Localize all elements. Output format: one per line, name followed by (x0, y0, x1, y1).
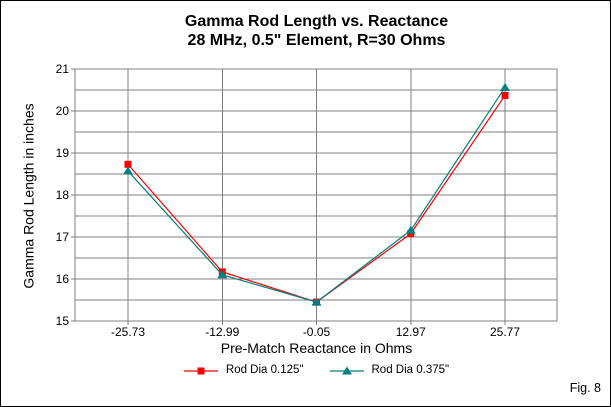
legend-triangle-marker-icon (329, 366, 364, 374)
data-point-marker-1-0 (123, 166, 133, 175)
y-tick-label: 17 (55, 230, 69, 244)
y-tick-label: 19 (55, 146, 69, 160)
y-tick-label: 20 (55, 104, 69, 118)
figure-caption: Fig. 8 (569, 381, 601, 395)
data-point-marker-1-3 (405, 225, 416, 234)
x-axis-title: Pre-Match Reactance in Ohms (220, 340, 413, 356)
x-tick-label: 25.77 (489, 325, 521, 339)
legend-square-marker-icon (183, 367, 218, 374)
legend-item-1: Rod Dia 0.375" (329, 364, 450, 377)
chart-title-line2: 28 MHz, 0.5" Element, R=30 Ohms (187, 32, 446, 49)
legend-label-0: Rod Dia 0.125" (225, 364, 304, 376)
x-tick-label: -25.73 (110, 325, 146, 339)
x-tick-label: -0.05 (302, 325, 331, 339)
y-tick-label: 18 (55, 188, 69, 202)
chart-title-line1: Gamma Rod Length vs. Reactance (184, 13, 449, 30)
data-point-marker-1-4 (500, 82, 510, 91)
data-point-marker-0-4 (501, 91, 509, 99)
legend-label-1: Rod Dia 0.375" (371, 364, 450, 376)
y-tick-label: 15 (55, 314, 69, 328)
y-tick-label: 16 (55, 272, 69, 286)
chart-title: Gamma Rod Length vs. Reactance 28 MHz, 0… (75, 12, 558, 50)
x-tick-label: -12.99 (205, 325, 240, 339)
legend: Rod Dia 0.125" Rod Dia 0.375" (75, 364, 558, 377)
x-tick-label: 12.97 (395, 325, 426, 339)
y-tick-label: 21 (55, 62, 69, 76)
data-point-marker-0-0 (124, 160, 132, 168)
data-point-marker-1-1 (217, 270, 228, 279)
legend-item-0: Rod Dia 0.125" (183, 364, 304, 377)
data-point-marker-1-2 (311, 297, 322, 306)
